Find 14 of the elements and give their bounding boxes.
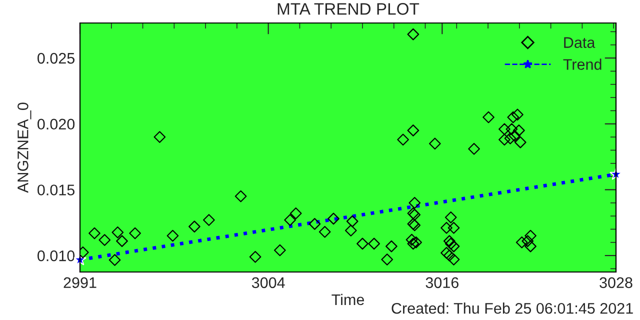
x-tick-label: 3004 (252, 277, 285, 288)
y-tick-label: 0.020 (38, 118, 75, 130)
y-tick-label: 0.015 (38, 184, 74, 196)
x-axis-title: Time (332, 294, 364, 306)
chart-title: MTA TREND PLOT (278, 3, 420, 15)
y-tick-label: 0.010 (38, 250, 75, 262)
legend-label: Data (564, 37, 596, 48)
y-tick-label: 0.025 (38, 52, 74, 64)
x-tick-label: 3028 (600, 277, 632, 288)
x-tick-label: 2991 (64, 277, 96, 288)
legend-label: Trend (563, 58, 602, 70)
x-tick-label: 3016 (426, 277, 458, 288)
text: Created: Thu Feb 25 06:01:45 2021 (392, 302, 633, 314)
y-axis-title: ANGZNEA_0 (18, 102, 32, 193)
